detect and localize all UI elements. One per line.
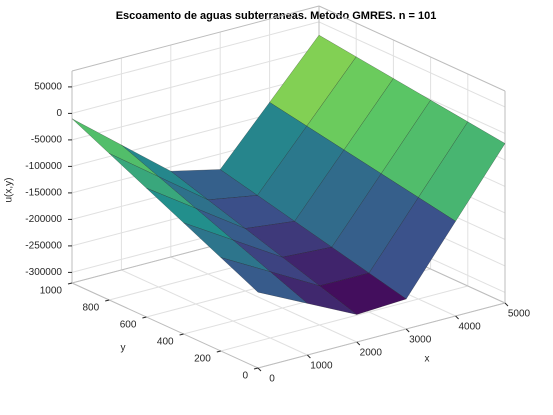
tick-mark — [504, 302, 509, 307]
y-tick-label: 400 — [157, 337, 174, 348]
z-tick-label: -100000 — [25, 161, 62, 172]
tick-mark — [405, 328, 410, 333]
y-tick-label: 800 — [83, 303, 100, 314]
tick-mark — [67, 282, 73, 285]
tick-mark — [105, 299, 110, 302]
grid-line — [121, 269, 308, 356]
z-tick-label: -200000 — [25, 214, 62, 225]
z-tick-label: -150000 — [25, 188, 62, 199]
tick-mark — [253, 367, 259, 370]
x-tick-label: 5000 — [508, 309, 531, 320]
y-tick-label: 200 — [194, 354, 211, 365]
y-tick-label: 0 — [242, 371, 248, 382]
y-tick-label: 600 — [120, 320, 137, 331]
grid-line — [71, 74, 320, 141]
grid-line — [318, 21, 506, 108]
grid-line — [170, 256, 358, 343]
grid-line — [220, 285, 468, 352]
grid-line — [71, 47, 320, 114]
y-axis-label: y — [121, 343, 126, 354]
tick-mark — [142, 316, 147, 319]
x-axis-label: x — [425, 354, 430, 365]
chart-title: Escoamento de aguas subterraneas. Metodo… — [116, 10, 437, 22]
y-tick-label: 1000 — [40, 286, 63, 297]
z-tick-label: 50000 — [34, 82, 62, 93]
x-tick-label: 4000 — [458, 322, 481, 333]
tick-mark — [216, 350, 221, 353]
box-edge — [71, 5, 320, 72]
z-axis-label: u(x,y) — [4, 178, 15, 203]
x-tick-label: 0 — [269, 374, 275, 385]
z-tick-label: -300000 — [25, 267, 62, 278]
surface-patch — [220, 257, 308, 304]
tick-mark — [455, 315, 459, 320]
box-edge — [318, 5, 506, 92]
box-edge — [257, 302, 506, 369]
x-tick-label: 2000 — [360, 348, 383, 359]
z-tick-label: -250000 — [25, 241, 62, 252]
tick-mark — [307, 354, 311, 359]
x-tick-label: 3000 — [409, 335, 432, 346]
tick-mark — [179, 333, 184, 336]
box-edge — [71, 282, 259, 369]
z-tick-label: 0 — [56, 108, 62, 119]
x-tick-label: 1000 — [310, 361, 333, 372]
grid-line — [71, 21, 320, 88]
z-tick-label: -50000 — [31, 135, 63, 146]
tick-mark — [356, 341, 361, 346]
tick-mark — [257, 367, 262, 372]
